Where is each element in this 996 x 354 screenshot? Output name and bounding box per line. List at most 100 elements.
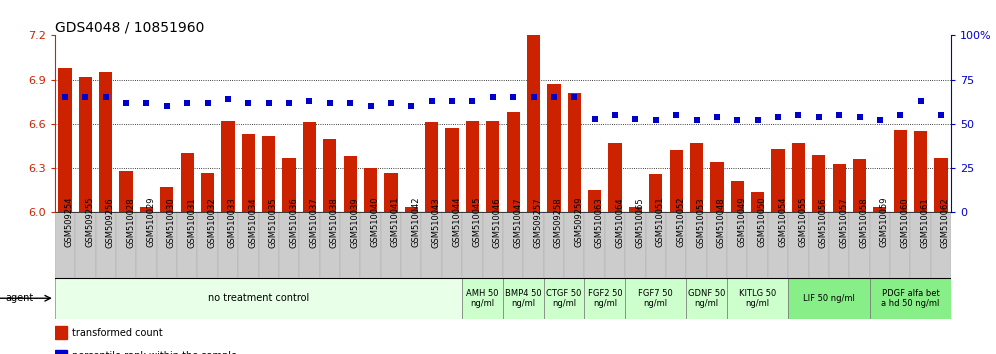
Bar xyxy=(588,190,602,212)
Bar xyxy=(690,143,703,212)
Text: no treatment control: no treatment control xyxy=(208,293,309,303)
Bar xyxy=(568,93,581,212)
Point xyxy=(261,100,277,105)
Point xyxy=(791,112,807,118)
Text: GSM510031: GSM510031 xyxy=(187,197,196,247)
Bar xyxy=(585,212,605,278)
Bar xyxy=(177,212,197,278)
Point xyxy=(546,95,562,100)
Point xyxy=(647,118,663,123)
Text: GSM510043: GSM510043 xyxy=(431,197,440,247)
Bar xyxy=(197,212,218,278)
Point xyxy=(750,118,766,123)
Bar xyxy=(303,122,316,212)
Bar xyxy=(442,212,462,278)
Text: agent: agent xyxy=(5,293,33,303)
Bar xyxy=(527,33,540,212)
Bar xyxy=(585,278,625,319)
Text: GSM510038: GSM510038 xyxy=(330,197,339,247)
Text: GSM510058: GSM510058 xyxy=(860,197,869,247)
Text: GSM510053: GSM510053 xyxy=(696,197,705,247)
Point xyxy=(608,112,623,118)
Text: GSM510057: GSM510057 xyxy=(839,197,849,247)
Point xyxy=(403,103,419,109)
Bar xyxy=(421,212,442,278)
Point xyxy=(383,100,399,105)
Text: GSM510040: GSM510040 xyxy=(371,197,379,247)
Point xyxy=(281,100,297,105)
Text: GSM510051: GSM510051 xyxy=(655,197,664,247)
Text: GSM510048: GSM510048 xyxy=(717,197,726,247)
Bar xyxy=(96,212,116,278)
Text: GSM510062: GSM510062 xyxy=(941,197,950,247)
Bar xyxy=(731,182,744,212)
Bar xyxy=(788,212,809,278)
Bar xyxy=(788,278,870,319)
Bar xyxy=(344,156,357,212)
Point xyxy=(57,95,73,100)
Bar xyxy=(486,121,499,212)
Text: GSM509256: GSM509256 xyxy=(106,197,115,247)
Bar xyxy=(669,150,683,212)
Bar xyxy=(812,155,826,212)
Point xyxy=(240,100,256,105)
Bar xyxy=(751,192,764,212)
Bar xyxy=(55,350,67,354)
Text: GSM509255: GSM509255 xyxy=(86,197,95,247)
Text: GSM510045: GSM510045 xyxy=(472,197,481,247)
Bar xyxy=(625,278,686,319)
Text: GSM510060: GSM510060 xyxy=(900,197,909,247)
Bar xyxy=(768,212,788,278)
Bar xyxy=(544,212,564,278)
Point xyxy=(119,100,134,105)
Bar xyxy=(404,206,418,212)
Point xyxy=(912,98,928,104)
Bar xyxy=(873,206,886,212)
Bar xyxy=(99,72,113,212)
Text: GSM510029: GSM510029 xyxy=(146,197,155,247)
Point xyxy=(363,103,378,109)
Point xyxy=(343,100,359,105)
Bar xyxy=(853,159,867,212)
Bar xyxy=(139,206,153,212)
Text: GDS4048 / 10851960: GDS4048 / 10851960 xyxy=(55,20,204,34)
Bar xyxy=(299,212,320,278)
Text: FGF2 50
ng/ml: FGF2 50 ng/ml xyxy=(588,289,622,308)
Point xyxy=(892,112,908,118)
Point xyxy=(627,116,643,121)
Point xyxy=(587,116,603,121)
Point xyxy=(567,95,583,100)
Point xyxy=(872,118,887,123)
Bar xyxy=(340,212,361,278)
Bar xyxy=(221,121,235,212)
Point xyxy=(933,112,949,118)
Text: GSM509258: GSM509258 xyxy=(554,197,563,247)
Bar xyxy=(160,187,173,212)
Text: GSM510054: GSM510054 xyxy=(778,197,787,247)
Bar xyxy=(59,68,72,212)
Bar xyxy=(445,129,459,212)
Text: GSM509259: GSM509259 xyxy=(575,197,584,247)
Text: LIF 50 ng/ml: LIF 50 ng/ml xyxy=(803,294,855,303)
Text: GSM510028: GSM510028 xyxy=(126,197,135,247)
Bar xyxy=(259,212,279,278)
Bar xyxy=(384,173,397,212)
Bar xyxy=(462,278,503,319)
Point xyxy=(220,96,236,102)
Bar xyxy=(605,212,625,278)
Bar xyxy=(666,212,686,278)
Bar xyxy=(503,278,544,319)
Text: GSM510042: GSM510042 xyxy=(411,197,420,247)
Bar xyxy=(707,212,727,278)
Bar xyxy=(120,171,132,212)
Bar xyxy=(792,143,805,212)
Text: CTGF 50
ng/ml: CTGF 50 ng/ml xyxy=(547,289,582,308)
Text: GSM510041: GSM510041 xyxy=(390,197,400,247)
Bar xyxy=(686,278,727,319)
Point xyxy=(852,114,868,120)
Point xyxy=(526,95,542,100)
Bar xyxy=(809,212,829,278)
Text: GSM510036: GSM510036 xyxy=(289,197,298,247)
Point xyxy=(688,118,704,123)
Bar xyxy=(201,173,214,212)
